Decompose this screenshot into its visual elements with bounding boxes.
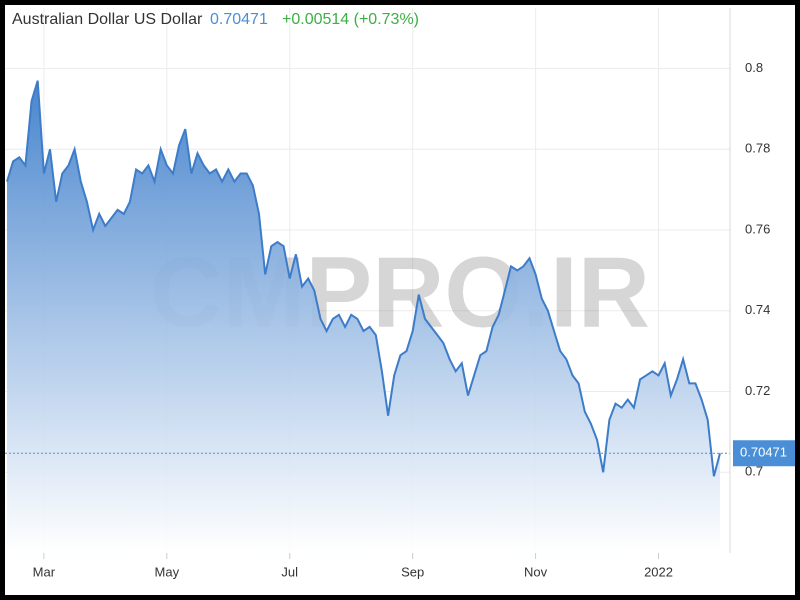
x-tick-label: Jul <box>281 564 298 579</box>
area <box>7 80 720 553</box>
axes: 0.7 0.72 0.74 0.76 0.78 0.8 Mar May Jul Sep Nov 202… <box>33 60 795 579</box>
last-price-box <box>733 440 795 467</box>
price-value: 0.70471 <box>210 11 268 28</box>
x-tick-label: Mar <box>33 564 56 579</box>
y-tick-label: 0.74 <box>745 302 770 317</box>
y-tick-label: 0.7 <box>745 464 763 479</box>
y-tick-label: 0.76 <box>745 221 770 236</box>
y-tick-label: 0.72 <box>745 383 770 398</box>
plot <box>5 80 730 553</box>
line <box>6 80 721 477</box>
y-tick-label: 0.78 <box>745 141 770 156</box>
x-tick-label: Nov <box>524 564 548 579</box>
chart-title: Australian Dollar US Dollar <box>12 11 203 28</box>
y-tick-label: 0.8 <box>745 60 763 75</box>
x-tick-label: May <box>155 564 180 579</box>
last-price-label: 0.70471 <box>740 445 787 460</box>
x-tick-label: Sep <box>401 564 424 579</box>
x-tick-label: 2022 <box>644 564 673 579</box>
price-change: +0.00514 (+0.73%) <box>282 11 419 28</box>
